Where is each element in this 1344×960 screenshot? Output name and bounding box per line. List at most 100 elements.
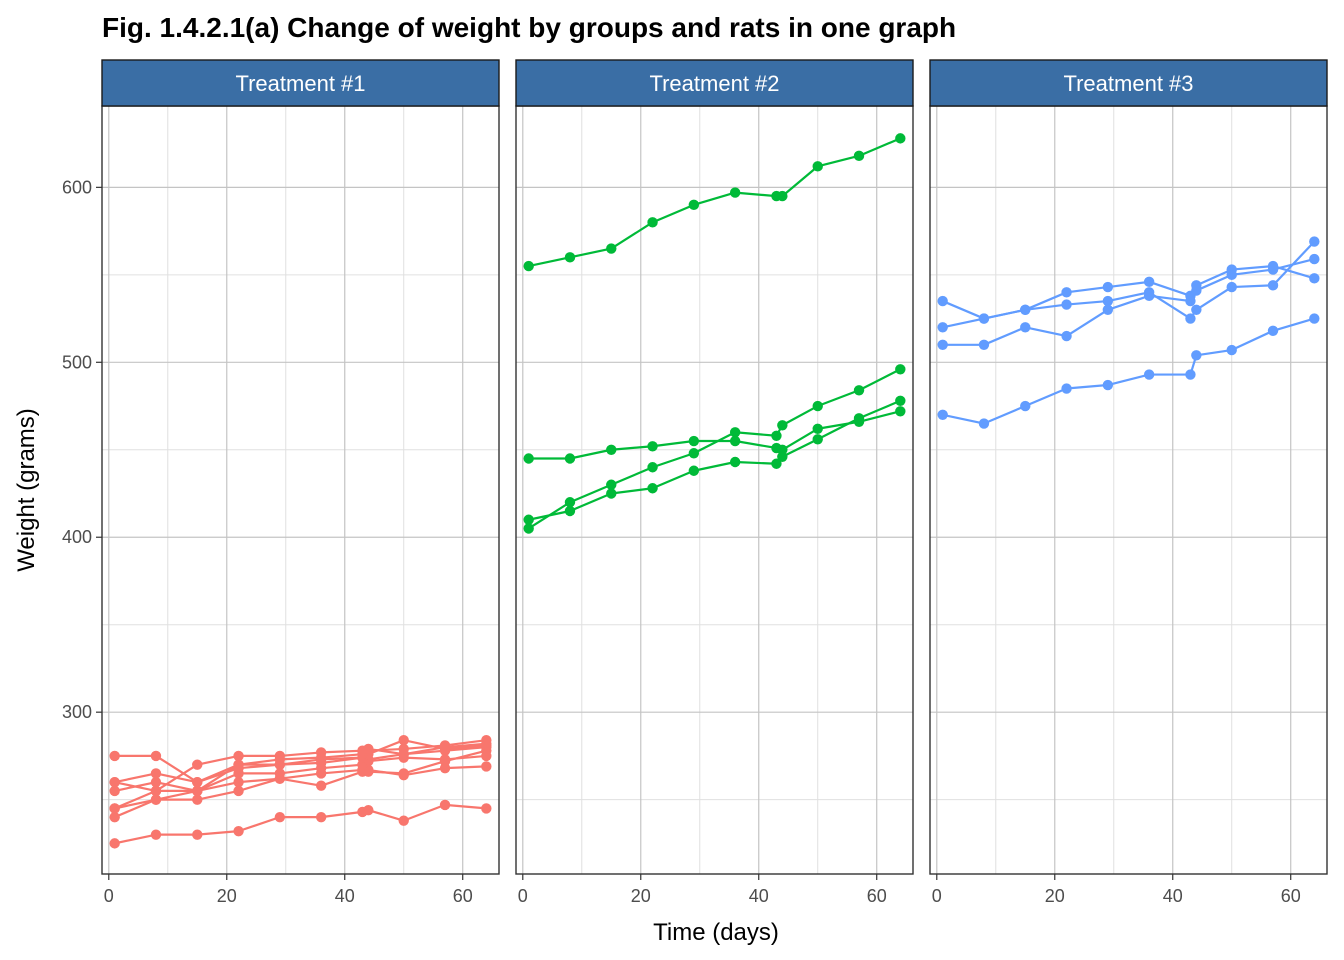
data-point	[688, 448, 700, 459]
data-point	[274, 750, 286, 762]
chart-title: Fig. 1.4.2.1(a) Change of weight by grou…	[102, 12, 956, 43]
data-point	[1143, 290, 1155, 302]
data-point	[978, 339, 990, 350]
panel-background	[516, 106, 913, 874]
x-tick-label: 0	[932, 886, 942, 906]
data-point	[1226, 269, 1237, 281]
data-point	[812, 434, 823, 445]
data-point	[777, 444, 788, 455]
data-point	[1191, 285, 1202, 296]
data-point	[481, 738, 492, 749]
data-point	[978, 418, 990, 429]
data-point	[1143, 369, 1155, 380]
data-point	[1102, 379, 1114, 391]
data-point	[363, 804, 374, 816]
data-point	[564, 453, 576, 464]
data-point	[978, 313, 990, 324]
data-point	[937, 295, 948, 307]
data-point	[1185, 295, 1196, 307]
facet-strip	[929, 59, 1328, 107]
data-point	[150, 794, 162, 805]
data-point	[150, 785, 162, 797]
y-tick-label: 400	[62, 527, 92, 547]
data-point	[647, 462, 658, 473]
data-point	[853, 385, 865, 396]
data-point	[150, 768, 162, 779]
data-point	[895, 133, 906, 144]
data-point	[439, 754, 451, 765]
data-point	[1061, 287, 1072, 298]
data-point	[1267, 280, 1279, 291]
data-point	[150, 829, 162, 840]
data-point	[1309, 313, 1320, 324]
data-point	[937, 409, 948, 420]
data-point	[771, 458, 782, 469]
data-point	[109, 838, 120, 849]
data-point	[1309, 236, 1320, 247]
data-point	[150, 750, 162, 762]
data-point	[812, 423, 823, 434]
data-point	[729, 456, 741, 468]
data-point	[564, 497, 576, 508]
data-point	[853, 150, 865, 162]
data-point	[1102, 295, 1114, 307]
x-tick-label: 20	[631, 886, 651, 906]
x-tick-label: 0	[104, 886, 114, 906]
y-tick-label: 300	[62, 702, 92, 722]
data-point	[192, 759, 203, 770]
data-point	[895, 406, 906, 417]
data-point	[647, 441, 658, 452]
data-point	[812, 400, 823, 412]
data-point	[1061, 299, 1072, 310]
data-point	[688, 465, 700, 476]
data-point	[274, 768, 286, 779]
data-point	[1143, 276, 1155, 288]
data-point	[315, 780, 327, 791]
facet-panels: Treatment #10 20 40 60300400500600Treatment…	[62, 59, 1328, 906]
data-point	[1185, 369, 1196, 380]
data-point	[688, 199, 700, 211]
data-point	[363, 743, 374, 755]
x-tick-label: 0	[518, 886, 528, 906]
data-point	[606, 444, 617, 455]
data-point	[398, 815, 409, 826]
data-point	[1020, 400, 1031, 412]
facet-strip-label: Treatment #3	[1063, 71, 1193, 96]
facet-strip-label: Treatment #1	[235, 71, 365, 96]
data-point	[1309, 253, 1320, 265]
data-point	[729, 187, 741, 198]
data-point	[233, 776, 244, 788]
x-tick-label: 40	[1163, 886, 1183, 906]
data-point	[109, 803, 120, 814]
data-point	[481, 803, 492, 814]
data-point	[1061, 383, 1072, 394]
data-point	[895, 395, 906, 406]
y-tick-label: 500	[62, 352, 92, 372]
data-point	[647, 483, 658, 494]
data-point	[647, 217, 658, 228]
facet-strip-label: Treatment #2	[649, 71, 779, 96]
data-point	[523, 260, 534, 272]
data-point	[315, 811, 327, 823]
data-point	[1020, 322, 1031, 333]
data-point	[564, 505, 576, 517]
data-point	[233, 759, 244, 770]
data-point	[1267, 264, 1279, 275]
data-point	[109, 750, 120, 762]
data-point	[398, 769, 409, 781]
y-axis-title: Weight (grams)	[13, 408, 40, 572]
data-point	[564, 252, 576, 263]
data-point	[233, 750, 244, 762]
data-point	[109, 785, 120, 797]
facet-panel: Treatment #2 0 20 40 60	[515, 59, 914, 906]
data-point	[192, 785, 203, 797]
data-point	[481, 761, 492, 772]
data-point	[1102, 304, 1114, 316]
facet-panel: Treatment #1 0 20 40 60 300 400 500 600	[62, 59, 500, 906]
data-point	[1226, 281, 1237, 293]
data-point	[1309, 273, 1320, 284]
data-point	[729, 435, 741, 447]
data-point	[606, 243, 617, 254]
data-point	[1226, 344, 1237, 356]
